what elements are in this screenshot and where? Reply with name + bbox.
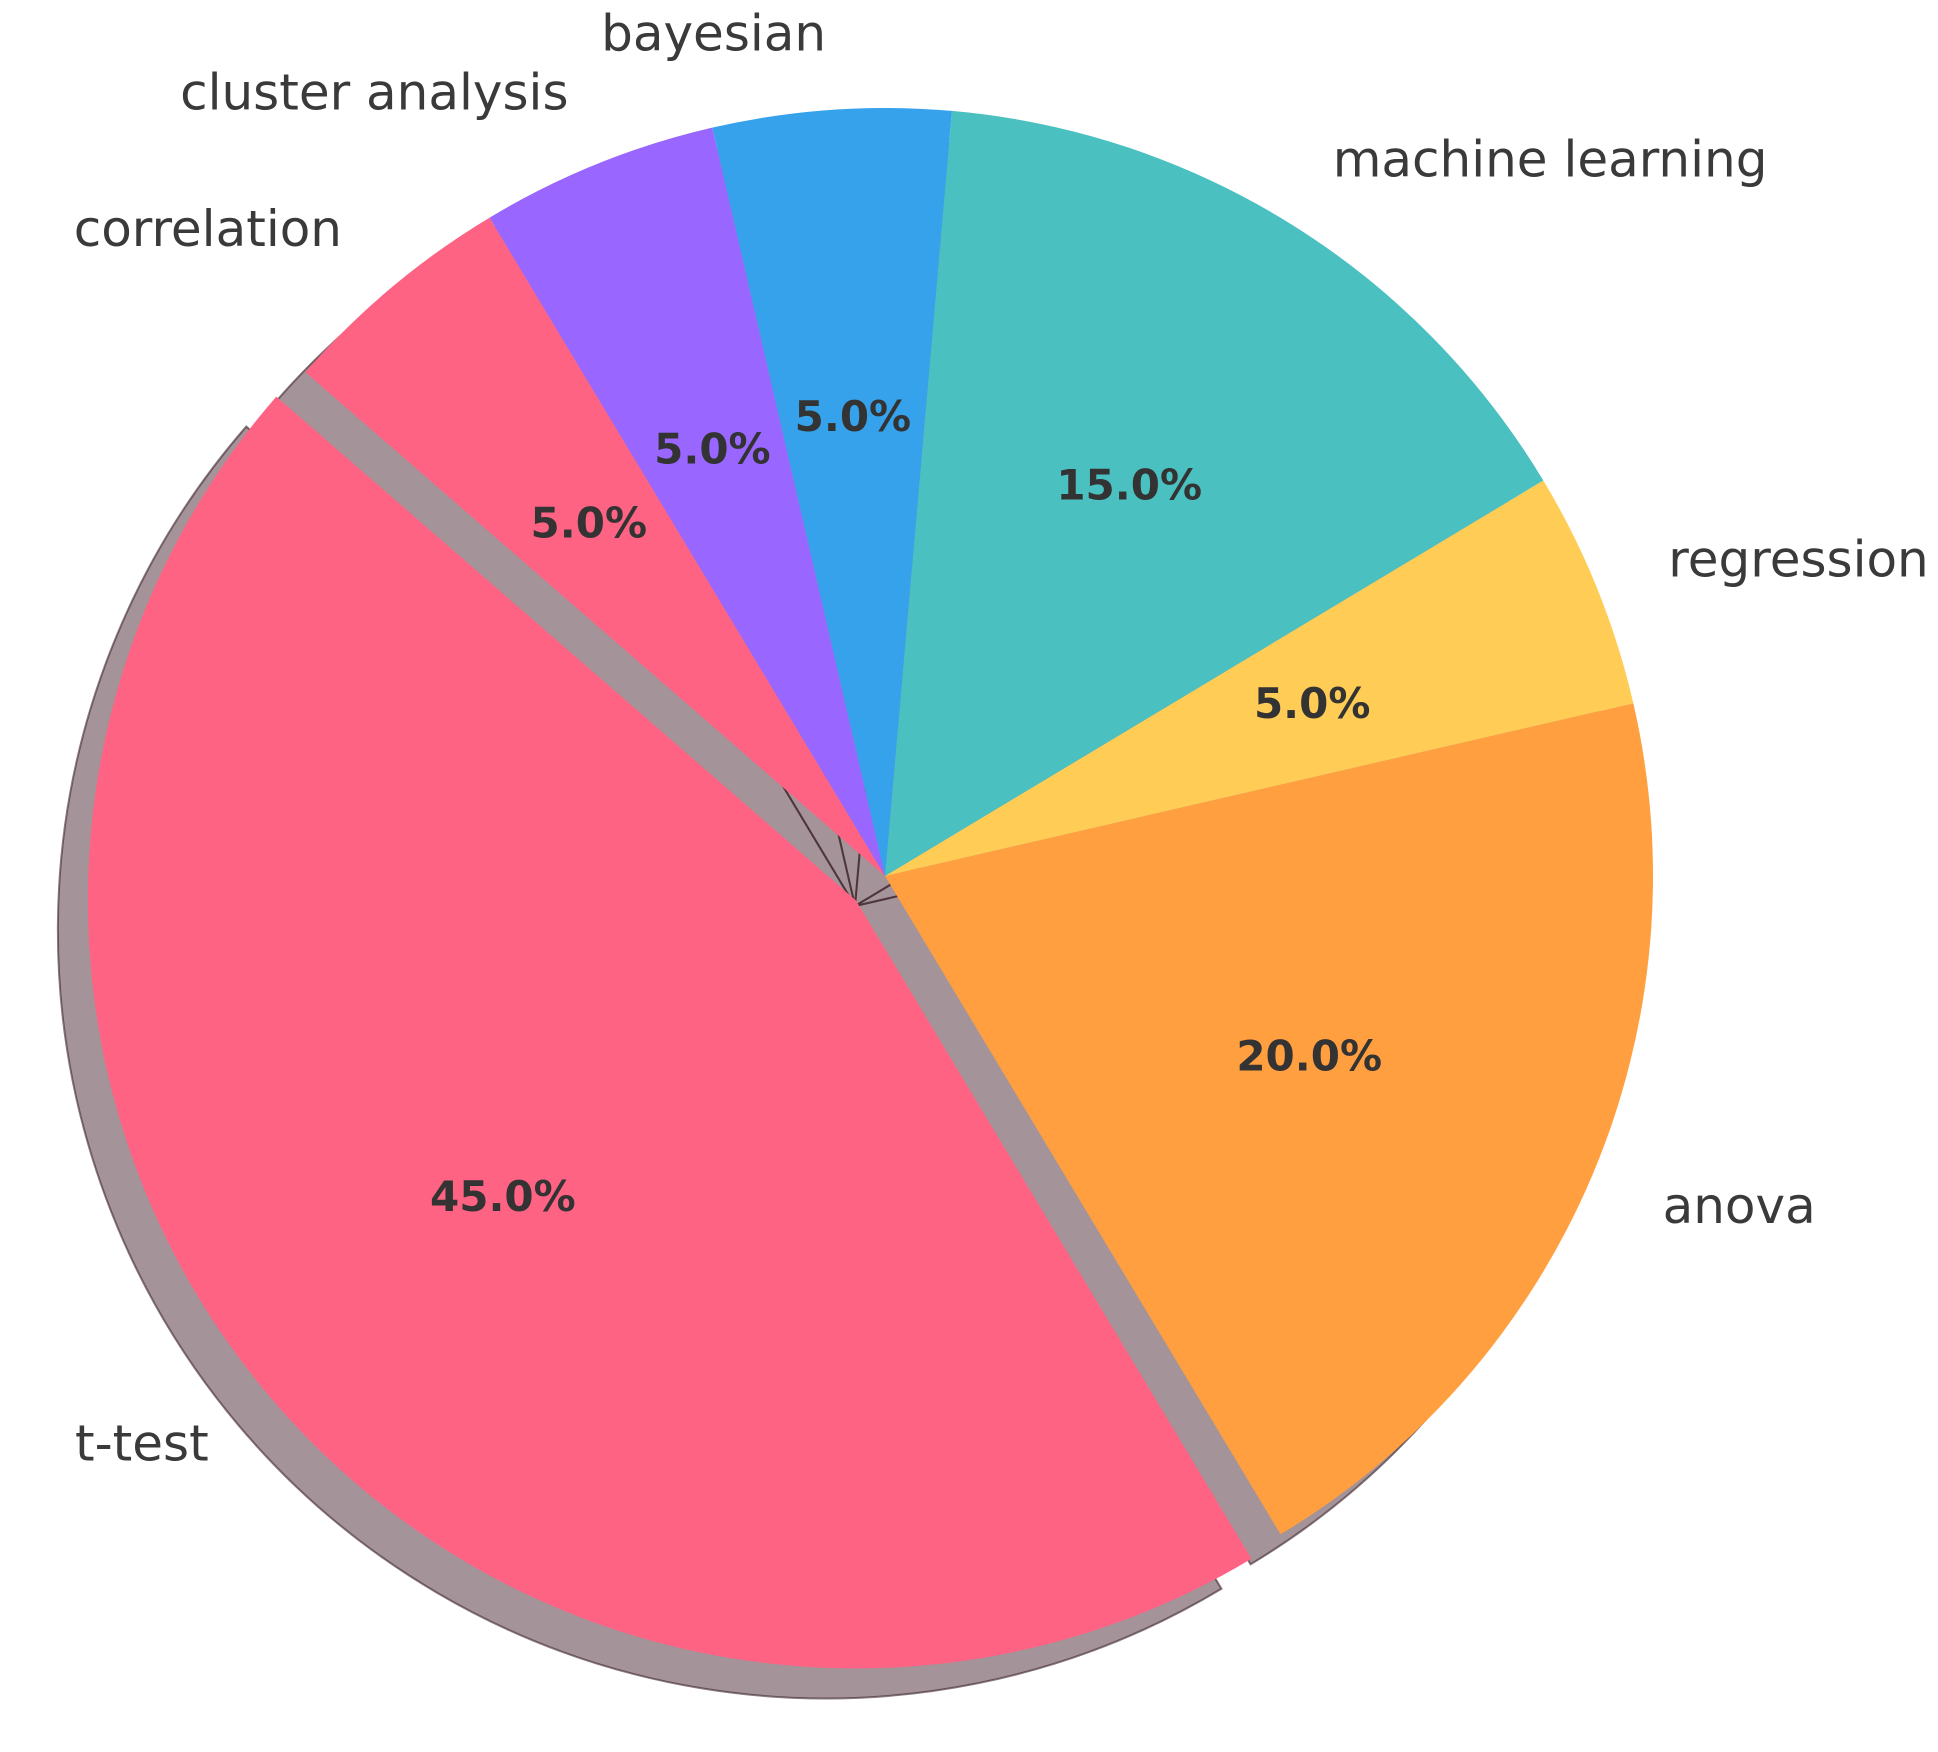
pct-label-correlation: 5.0% <box>531 499 647 548</box>
pct-label-bayesian: 5.0% <box>795 392 911 441</box>
slice-correlation <box>305 217 885 876</box>
percentage-labels: 45.0%20.0%5.0%15.0%5.0%5.0%5.0% <box>430 392 1382 1221</box>
pct-label-machine-learning: 15.0% <box>1056 461 1202 510</box>
slice-cluster-analysis <box>489 127 885 877</box>
category-label-cluster-analysis: cluster analysis <box>180 64 568 122</box>
category-label-machine-learning: machine learning <box>1333 131 1768 189</box>
category-label-t-test: t-test <box>75 1415 209 1473</box>
slice-anova <box>885 703 1654 1535</box>
pct-label-t-test: 45.0% <box>430 1172 576 1221</box>
category-label-bayesian: bayesian <box>601 4 826 62</box>
pct-label-anova: 20.0% <box>1236 1032 1382 1081</box>
category-label-anova: anova <box>1663 1177 1816 1235</box>
slice-bayesian <box>712 107 952 876</box>
slice-regression <box>885 480 1634 876</box>
slice-t-test <box>87 396 1252 1669</box>
slice-layer <box>87 107 1654 1669</box>
category-labels: t-test anova regression machine learning bay… <box>74 4 1929 1472</box>
pct-label-regression: 5.0% <box>1254 679 1370 728</box>
pct-label-cluster-analysis: 5.0% <box>654 424 770 473</box>
category-label-regression: regression <box>1668 531 1928 589</box>
slice-machine-learning <box>885 110 1544 877</box>
category-label-correlation: correlation <box>74 200 342 258</box>
